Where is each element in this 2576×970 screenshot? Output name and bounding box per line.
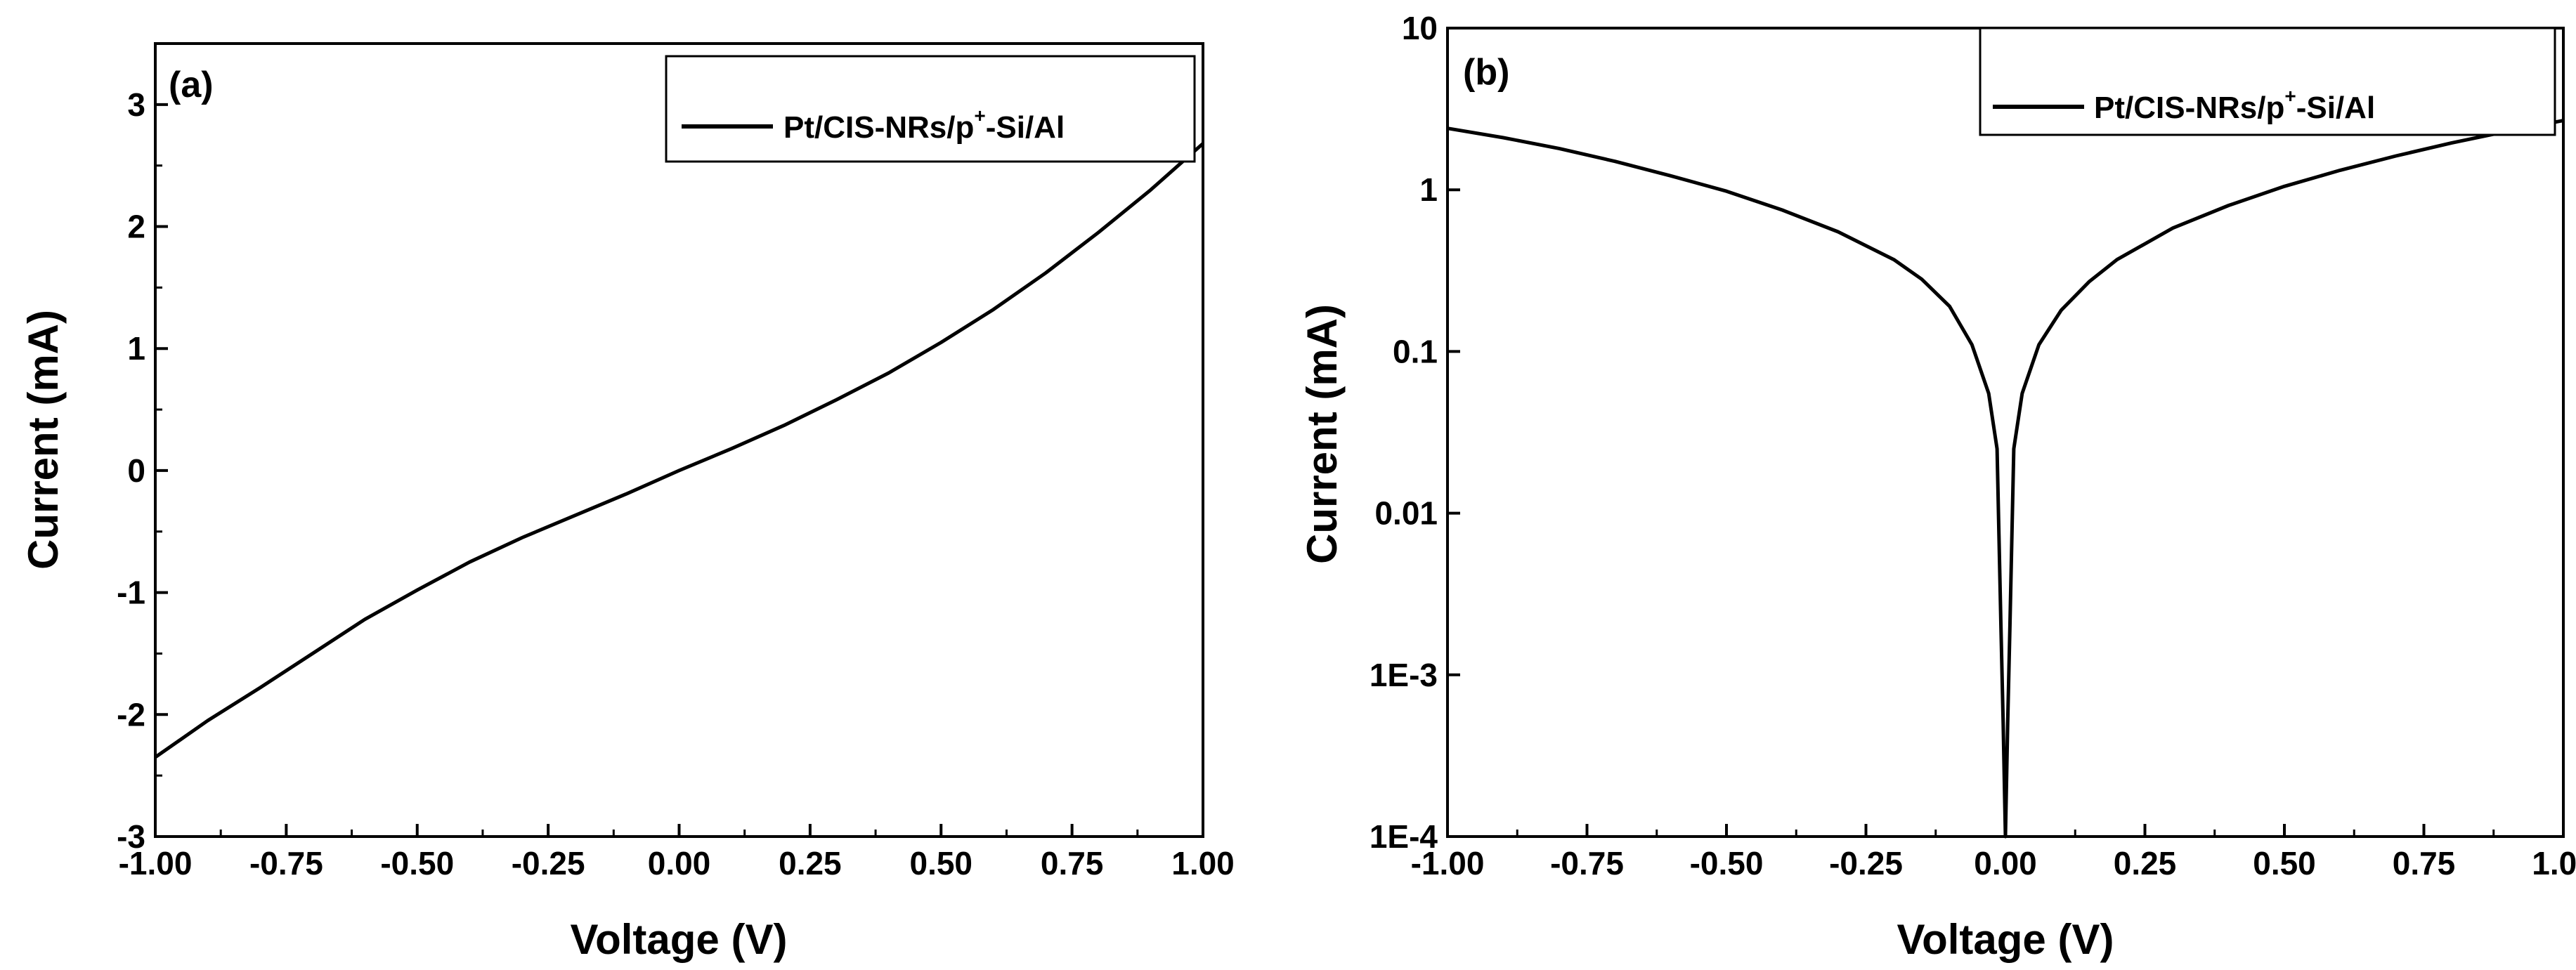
x-tick-label: -0.75	[1550, 845, 1624, 881]
legend-label: Pt/CIS-NRs/p+-Si/Al	[2094, 85, 2375, 125]
plot-area-b	[1446, 27, 2565, 838]
x-tick-label: 0.75	[2393, 845, 2456, 881]
x-tick-label: 0.50	[909, 845, 972, 881]
legend-label-tail: -Si/Al	[2296, 91, 2375, 125]
y-tick-label: 0.1	[1393, 333, 1438, 369]
x-tick-label: 1.00	[1171, 845, 1235, 881]
y-tick-label: -3	[117, 818, 145, 855]
y-tick-label: 10	[1402, 10, 1438, 46]
y-tick-label: -2	[117, 696, 145, 733]
axis-ticks-b	[1446, 27, 2565, 838]
x-axis-title: Voltage (V)	[1897, 916, 2114, 963]
legend-label-main: Pt/CIS-NRs/p	[783, 110, 974, 145]
x-tick-label: 0.00	[648, 845, 711, 881]
data-series-line	[1447, 119, 2564, 839]
panel-label: (a)	[169, 65, 214, 105]
legend-a: Pt/CIS-NRs/p+-Si/Al	[665, 55, 1196, 163]
y-tick-label: -1	[117, 575, 145, 611]
x-tick-label: -1.00	[119, 845, 193, 881]
chart-a: -1.00 -0.75 -0.50 -0.25 0.00 0.25 0.50 0…	[20, 42, 1235, 963]
legend-box	[665, 55, 1196, 163]
x-tick-labels-b: -1.00 -0.75 -0.50 -0.25 0.00 0.25 0.50 0…	[1411, 845, 2576, 881]
x-tick-label: -0.25	[1829, 845, 1903, 881]
x-tick-label: 1.00	[2532, 845, 2576, 881]
x-tick-label: 0.75	[1041, 845, 1104, 881]
legend-label-tail: -Si/Al	[986, 110, 1065, 145]
x-tick-labels-a: -1.00 -0.75 -0.50 -0.25 0.00 0.25 0.50 0…	[119, 845, 1235, 881]
y-tick-label: 1E-3	[1370, 657, 1438, 693]
legend-label-main: Pt/CIS-NRs/p	[2094, 91, 2284, 125]
plot-area-a	[154, 42, 1204, 838]
y-tick-label: 3	[127, 86, 145, 123]
legend-label: Pt/CIS-NRs/p+-Si/Al	[783, 105, 1065, 145]
y-tick-label: 1	[127, 330, 145, 367]
y-tick-labels-b: 1E-4 1E-3 0.01 0.1 1 10	[1370, 10, 1438, 855]
x-axis-title: Voltage (V)	[571, 916, 788, 963]
x-tick-label: -0.25	[512, 845, 585, 881]
y-axis-title: Current (mA)	[20, 310, 67, 570]
y-tick-label: 1	[1419, 171, 1438, 208]
y-tick-label: 0.01	[1374, 495, 1438, 532]
x-tick-label: 0.25	[779, 845, 842, 881]
y-axis-title: Current (mA)	[1299, 304, 1346, 564]
panel-label: (b)	[1463, 52, 1509, 93]
legend-label-sup: +	[974, 105, 985, 126]
legend-box	[1979, 27, 2556, 136]
data-series-line	[154, 142, 1204, 759]
axis-ticks-a	[154, 103, 1204, 838]
x-tick-label: 0.50	[2253, 845, 2316, 881]
x-tick-label: -0.50	[1690, 845, 1764, 881]
y-tick-labels-a: -3 -2 -1 0 1 2 3	[117, 86, 145, 855]
y-tick-label: 0	[127, 452, 145, 489]
x-tick-label: -0.75	[249, 845, 323, 881]
x-tick-label: 0.00	[1974, 845, 2037, 881]
y-tick-label: 1E-4	[1370, 818, 1438, 855]
x-tick-label: -1.00	[1411, 845, 1485, 881]
x-tick-label: -0.50	[380, 845, 454, 881]
legend-b: Pt/CIS-NRs/p+-Si/Al	[1979, 27, 2556, 136]
y-tick-label: 2	[127, 209, 145, 245]
legend-label-sup: +	[2284, 85, 2296, 107]
x-tick-label: 0.25	[2114, 845, 2177, 881]
chart-b: -1.00 -0.75 -0.50 -0.25 0.00 0.25 0.50 0…	[1299, 10, 2576, 963]
